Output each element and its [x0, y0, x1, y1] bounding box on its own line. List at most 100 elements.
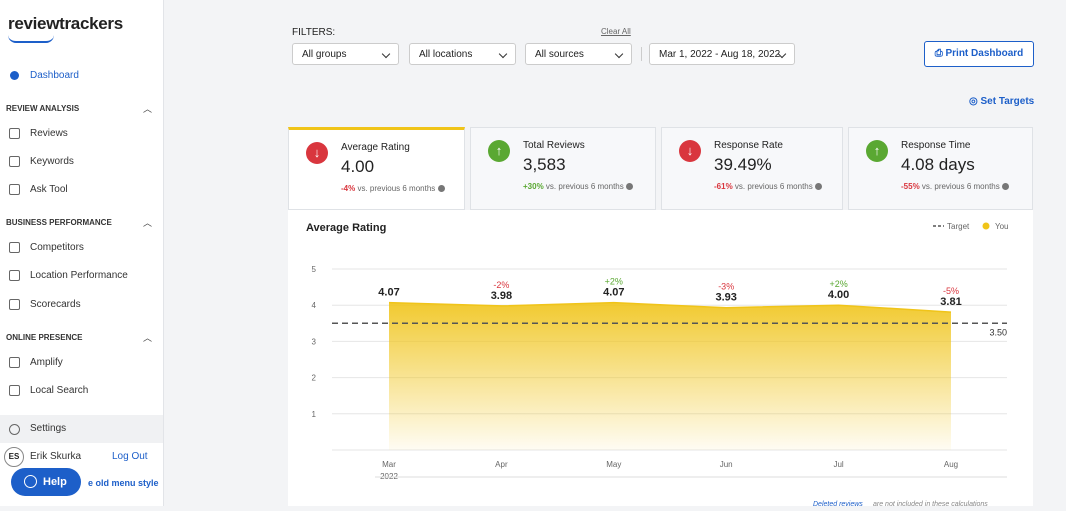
- section-title[interactable]: ONLINE PRESENCE: [6, 333, 83, 342]
- nav-icon: [9, 156, 20, 167]
- help-button[interactable]: Help: [11, 468, 81, 496]
- old-menu-link[interactable]: e old menu style: [88, 478, 159, 488]
- sources-dropdown[interactable]: All sources: [525, 43, 632, 65]
- x-tick-label: Jul: [833, 460, 843, 469]
- value-label: 3.81: [940, 296, 961, 308]
- value-label: 4.07: [603, 287, 624, 299]
- kpi-title: Response Time: [901, 140, 971, 151]
- chevron[interactable]: ︿: [143, 333, 153, 343]
- kpi-title: Average Rating: [341, 142, 410, 153]
- kpi-change: -4%: [341, 184, 356, 193]
- target-label: 3.50: [989, 327, 1007, 337]
- nav-item[interactable]: Ask Tool: [30, 184, 68, 195]
- footnote-link: Deleted reviews: [813, 501, 863, 506]
- kpi-note: vs. previous 6 months: [921, 182, 1000, 191]
- info-icon: [437, 185, 445, 192]
- info-icon: [1001, 183, 1009, 190]
- change-label: -3%: [718, 282, 734, 292]
- nav-icon: [9, 242, 20, 253]
- chevron[interactable]: ︿: [143, 218, 153, 228]
- change-label: -5%: [943, 286, 959, 296]
- chevron[interactable]: ︿: [143, 104, 153, 114]
- value-label: 3.98: [491, 290, 512, 302]
- nav-item[interactable]: Location Performance: [30, 270, 128, 281]
- logout[interactable]: Log Out: [112, 451, 148, 462]
- help-icon: [24, 475, 37, 488]
- kpi-value: 4.00: [341, 157, 375, 176]
- kpi-card[interactable]: ↓ Response Rate 39.49% -61% vs. previous…: [661, 127, 843, 210]
- user-name: Erik Skurka: [30, 451, 82, 462]
- nav-item[interactable]: Competitors: [30, 242, 84, 253]
- value-label: 4.07: [378, 287, 399, 299]
- kpi-value: 39.49%: [714, 155, 772, 174]
- nav-item[interactable]: Scorecards: [30, 299, 81, 310]
- kpi-title: Total Reviews: [523, 140, 585, 151]
- trend-icon: ↑: [488, 140, 510, 162]
- kpi-change: +30%: [523, 182, 544, 191]
- trend-icon: ↑: [866, 140, 888, 162]
- y-tick-label: 5: [312, 265, 317, 274]
- print-button[interactable]: ⎙ Print Dashboard: [924, 41, 1034, 67]
- kpi-card[interactable]: ↑ Response Time 4.08 days -55% vs. previ…: [848, 127, 1033, 210]
- set-targets[interactable]: ◎ Set Targets: [969, 96, 1035, 107]
- section-title[interactable]: BUSINESS PERFORMANCE: [6, 218, 112, 227]
- print-label: Print Dashboard: [945, 48, 1024, 59]
- nav-item[interactable]: Reviews: [30, 128, 68, 139]
- kpi-note: vs. previous 6 months: [545, 182, 624, 191]
- nav-settings[interactable]: Settings: [30, 423, 67, 434]
- kpi-card[interactable]: ↓ Average Rating 4.00 -4% vs. previous 6…: [288, 127, 465, 210]
- locations-dropdown[interactable]: All locations: [409, 43, 516, 65]
- change-label: +2%: [605, 277, 623, 287]
- value-label: 4.00: [828, 289, 849, 301]
- clear-all[interactable]: Clear All: [601, 27, 631, 36]
- nav-icon: [9, 424, 20, 435]
- chart: Average Rating 1 2 3 4 5 3.50 4.07 Mar 3.98-2% Ap…: [306, 222, 1009, 508]
- legend-you-icon: [982, 222, 990, 230]
- nav-icon: [9, 385, 20, 396]
- section-title[interactable]: REVIEW ANALYSIS: [6, 104, 80, 113]
- chart-panel: Average Rating 1 2 3 4 5 3.50 4.07 Mar 3.98 -2% Ap…: [288, 210, 1033, 508]
- nav-icon: [9, 270, 20, 281]
- chart-title: Average Rating: [306, 222, 386, 234]
- nav-icon: [9, 184, 20, 195]
- nav-dashboard[interactable]: Dashboard: [30, 70, 79, 81]
- x-tick-label: Jun: [720, 460, 733, 469]
- trend-icon: ↓: [679, 140, 701, 162]
- dashboard-icon: [10, 71, 19, 80]
- kpi-value: 3,583: [523, 155, 566, 174]
- footnote: are not included in these calculations: [873, 501, 988, 506]
- date-dropdown[interactable]: Mar 1, 2022 - Aug 18, 2022: [649, 43, 795, 65]
- nav-item[interactable]: Keywords: [30, 156, 74, 167]
- info-icon: [814, 183, 822, 190]
- nav-item[interactable]: Local Search: [30, 385, 89, 396]
- area-line: [388, 301, 952, 313]
- x-tick-label: Aug: [944, 460, 958, 469]
- y-tick-label: 2: [312, 374, 317, 383]
- kpi-change: -61%: [714, 182, 733, 191]
- settings-row[interactable]: [0, 415, 163, 443]
- legend-target: Target: [947, 222, 970, 231]
- logo-swoosh: [8, 35, 54, 43]
- y-tick-label: 3: [312, 337, 317, 346]
- sidebar: reviewtrackers Dashboard REVIEW ANALYSIS…: [0, 0, 164, 506]
- x-tick-label: Apr: [495, 460, 508, 469]
- kpi-note: vs. previous 6 months: [734, 182, 813, 191]
- trend-icon: ↓: [306, 142, 328, 164]
- nav-icon: [9, 128, 20, 139]
- y-tick-label: 4: [312, 301, 317, 310]
- kpi-card[interactable]: ↑ Total Reviews 3,583 +30% vs. previous …: [470, 127, 656, 210]
- legend-you: You: [995, 222, 1009, 231]
- nav-item[interactable]: Amplify: [30, 357, 63, 368]
- value-label: 3.93: [715, 292, 736, 304]
- kpi-title: Response Rate: [714, 140, 783, 151]
- info-icon: [625, 183, 633, 190]
- nav-icon: [9, 299, 20, 310]
- logo[interactable]: reviewtrackers: [8, 14, 123, 33]
- help-label: Help: [43, 476, 67, 488]
- change-label: +2%: [829, 279, 847, 289]
- nav-icon: [9, 357, 20, 368]
- kpi-value: 4.08 days: [901, 155, 975, 174]
- groups-dropdown[interactable]: All groups: [292, 43, 399, 65]
- area: [389, 302, 951, 450]
